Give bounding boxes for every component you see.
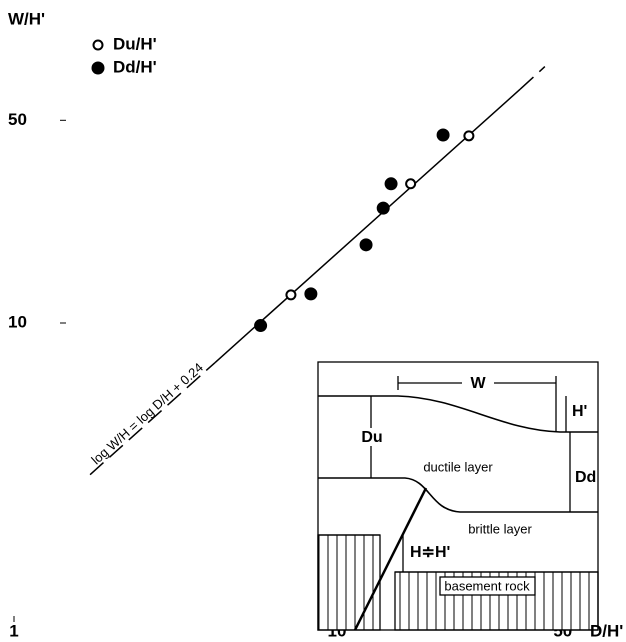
legend-label: Du/H' [113,34,157,53]
chart: 110501050log W/H = log D/H + 0.24Du/H'Dd… [0,0,626,642]
point [305,288,316,299]
inset-label: W [470,375,486,392]
inset-label: brittle layer [468,521,532,536]
legend-marker [93,63,104,74]
fit-label: log W/H = log D/H + 0.24 [88,360,206,468]
legend-marker [94,41,103,50]
inset-label: Du [361,429,382,446]
y-tick-label: 50 [8,110,27,129]
point [286,290,295,299]
fit-line [520,67,545,90]
y-axis-label: W/H' [8,9,45,28]
legend-label: Dd/H' [113,57,157,76]
inset-label: ductile layer [423,459,493,474]
point [378,203,389,214]
inset-label: H≑H' [410,544,450,561]
basement-left [318,535,380,630]
point [406,179,415,188]
point [361,239,372,250]
point [255,320,266,331]
point [386,178,397,189]
inset-label: basement rock [444,578,530,593]
y-tick-label: 10 [8,312,27,331]
point [464,131,473,140]
x-tick-label: 1 [9,621,18,640]
inset-label: Dd [575,469,596,486]
x-axis-label: D/H' [590,621,623,640]
point [438,129,449,140]
inset-label: H' [572,403,587,420]
